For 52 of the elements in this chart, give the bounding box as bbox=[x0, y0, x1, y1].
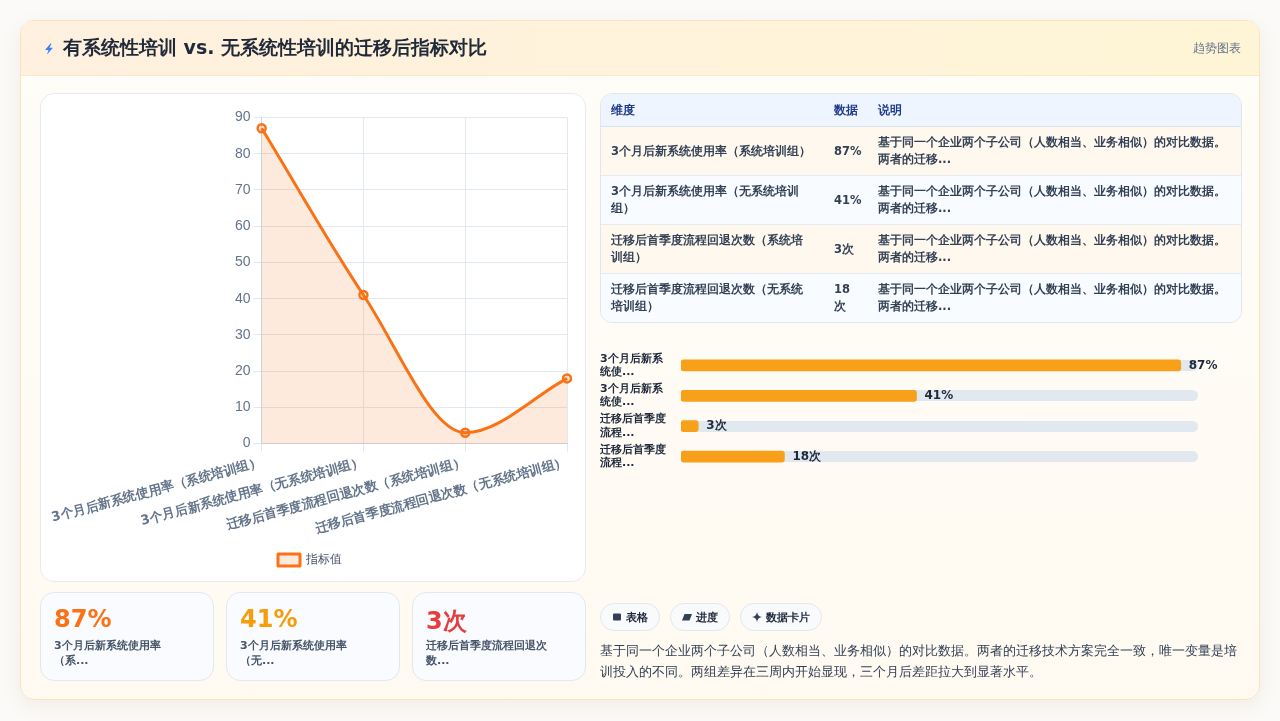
text: 有系统性培训 vs. 无系统性培训的迁移后指标对比 bbox=[63, 35, 488, 60]
point bbox=[459, 427, 471, 439]
y-tick-label: 60 bbox=[235, 217, 251, 234]
category-label: 数据卡片 bbox=[766, 609, 810, 625]
data-label: 18次 bbox=[792, 448, 823, 463]
text: 87% bbox=[834, 143, 862, 158]
text: 87% bbox=[54, 605, 112, 633]
y-tick-label: 0 bbox=[242, 434, 251, 451]
y-tick-label: 70 bbox=[235, 180, 251, 197]
text: 41% bbox=[240, 605, 298, 633]
text: 维度 bbox=[601, 94, 824, 127]
y-tick-label: 迁移后首季度流程... bbox=[599, 412, 666, 439]
text: 3次 bbox=[426, 607, 467, 635]
y-tick-label: 80 bbox=[235, 144, 251, 161]
y-tick-label: 90 bbox=[235, 108, 251, 125]
category-label: 迁移后首季度流程回退次数（无系统培训组） bbox=[601, 273, 824, 322]
bar bbox=[681, 420, 699, 433]
data-label: 87% bbox=[1188, 357, 1218, 372]
category-label: 进度 bbox=[696, 609, 718, 625]
text: 说明 bbox=[868, 94, 1241, 127]
point bbox=[358, 289, 369, 301]
point bbox=[256, 123, 267, 134]
data-label: 41% bbox=[924, 387, 954, 402]
y-tick-label: 3个月后新系统使... bbox=[599, 382, 664, 409]
category-label: 3个月后新系统使用率（无... bbox=[240, 638, 348, 668]
text: 基于同一个企业两个子公司（人数相当、业务相似）的对比数据。两者的迁移... bbox=[868, 224, 1241, 274]
text: 基于同一个企业两个子公司（人数相当、业务相似）的对比数据。两者的迁移... bbox=[868, 175, 1241, 225]
point bbox=[561, 373, 573, 384]
category-label: 迁移后首季度流程回退次数... bbox=[426, 638, 548, 668]
category-label: 迁移后首季度流程回退次数（系统培训组） bbox=[601, 224, 824, 274]
text: 基于同一个企业两个子公司（人数相当、业务相似）的对比数据。两者的迁移技术方案完全一致，唯一变量是培训投入的不同。两组差异在三周内开始显现，三个月后差距拉大到显著水平。 bbox=[600, 642, 1238, 681]
text: 41% bbox=[834, 192, 862, 207]
bar bbox=[681, 450, 785, 463]
y-tick-label: 20 bbox=[235, 362, 251, 378]
y-tick-label: 50 bbox=[235, 253, 251, 270]
text: 基于同一个企业两个子公司（人数相当、业务相似）的对比数据。两者的迁移... bbox=[868, 273, 1241, 322]
text: 趋势图表 bbox=[1193, 40, 1241, 57]
y-tick-label: 40 bbox=[235, 289, 251, 306]
category-label: 3个月后新系统使用率（系... bbox=[54, 638, 162, 668]
y-tick-label: 迁移后首季度流程... bbox=[599, 442, 666, 470]
y-tick-label: 10 bbox=[235, 398, 251, 415]
text: 数据 bbox=[824, 94, 868, 127]
category-label: 表格 bbox=[626, 609, 648, 625]
category-label: 3个月后新系统使用率（系统培训组） bbox=[601, 126, 824, 176]
y-tick-label: 3个月后新系统使... bbox=[599, 351, 664, 378]
category-label: 3个月后新系统使用率（无系统培训组） bbox=[601, 175, 824, 225]
text: 18次 bbox=[834, 282, 851, 313]
text: 基于同一个企业两个子公司（人数相当、业务相似）的对比数据。两者的迁移... bbox=[868, 126, 1241, 176]
data-label: 3次 bbox=[706, 418, 728, 433]
legend-label: 指标值 bbox=[305, 552, 342, 567]
y-tick-label: 30 bbox=[235, 325, 251, 342]
text: 3次 bbox=[834, 241, 855, 256]
